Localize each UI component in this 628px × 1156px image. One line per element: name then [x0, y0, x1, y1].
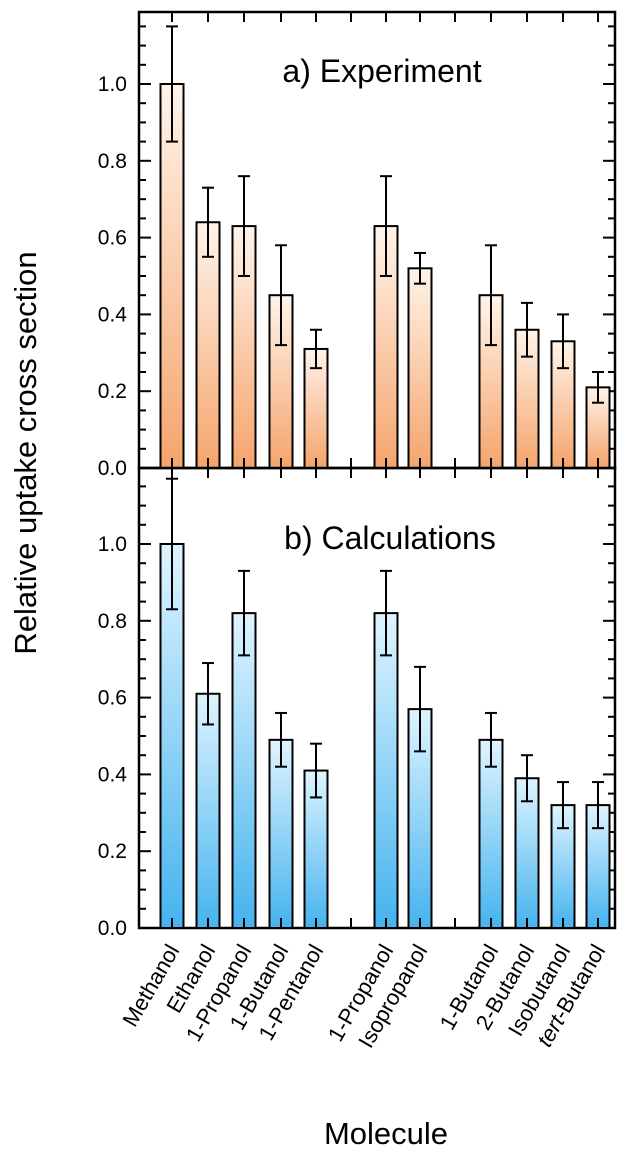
- experiment-y-tick-label: 0.2: [98, 380, 127, 403]
- calculations-bar: [480, 740, 503, 928]
- calculations-bar: [233, 613, 256, 928]
- calculations-y-tick-label: 0.2: [98, 840, 127, 863]
- calculations-y-tick-label: 0.6: [98, 687, 127, 710]
- experiment-y-tick-label: 1.0: [98, 73, 127, 96]
- calculations-y-tick-label: 0.8: [98, 610, 127, 633]
- calculations-bar: [197, 694, 220, 928]
- calculations-panel: b) Calculations 0.0 0.2 0.4 0.6 0.8 1.0: [98, 468, 615, 940]
- calculations-bar: [270, 740, 293, 928]
- calculations-y-tick-label: 0.4: [98, 763, 128, 786]
- experiment-panel: a) Experiment 0.0 0.2 0.4 0.6 0.8 1.0: [98, 12, 615, 480]
- experiment-y-tick-label: 0.4: [98, 303, 128, 326]
- experiment-bar: [409, 268, 432, 468]
- experiment-y-tick-label: 0.0: [98, 457, 127, 480]
- calculations-panel-title: b) Calculations: [284, 520, 496, 556]
- experiment-bar: [197, 222, 220, 468]
- experiment-panel-title: a) Experiment: [282, 53, 481, 89]
- category-labels: MethanolEthanol1-Propanol1-Butanol1-Pent…: [117, 940, 610, 1052]
- y-axis-title: Relative uptake cross section: [8, 251, 43, 654]
- x-axis-title: Molecule: [324, 1116, 448, 1151]
- calculations-y-tick-label: 1.0: [98, 533, 127, 556]
- experiment-y-tick-label: 0.6: [98, 227, 127, 250]
- calculations-y-tick-label: 0.0: [98, 917, 127, 940]
- experiment-y-tick-label: 0.8: [98, 150, 127, 173]
- calculations-bar: [375, 613, 398, 928]
